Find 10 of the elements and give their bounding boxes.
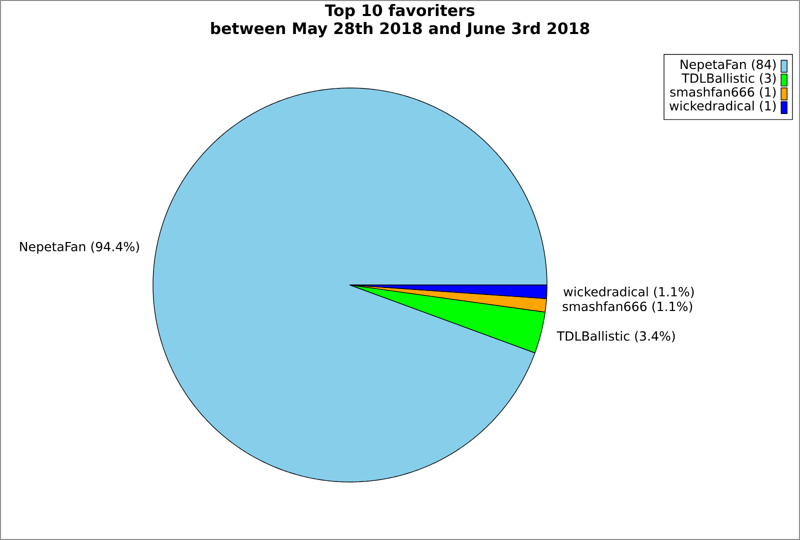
data-label: smashfan666 (1.1%) [562, 301, 692, 313]
legend-label: smashfan666 (1) [670, 86, 776, 98]
data-label: wickedradical (1.1%) [564, 286, 694, 298]
data-label: TDLBallistic (3.4%) [556, 331, 675, 342]
chart-title: Top 10 favoriters [324, 4, 474, 20]
chart-subtitle: between May 28th 2018 and June 3rd 2018 [211, 22, 590, 38]
legend-label: NepetaFan (84) [680, 59, 776, 72]
data-label: NepetaFan (94.4%) [20, 242, 139, 254]
legend-label: wickedradical (1) [670, 100, 776, 112]
legend-label: TDLBallistic (3) [682, 73, 776, 84]
